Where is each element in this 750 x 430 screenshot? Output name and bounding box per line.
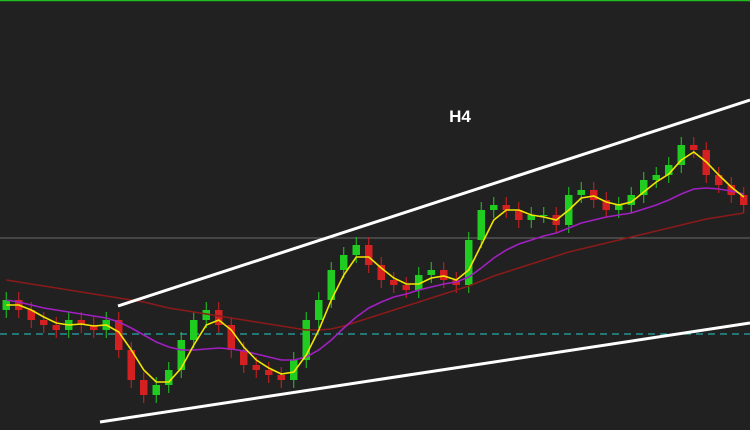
candle-body	[402, 285, 410, 290]
plot-area	[2, 137, 748, 403]
candle-body	[590, 190, 598, 200]
candle-body	[152, 385, 160, 395]
candle-body	[390, 280, 398, 285]
candle-body	[415, 275, 423, 290]
candle-body	[315, 300, 323, 320]
candle-body	[265, 370, 273, 375]
candle-body	[427, 270, 435, 275]
candle-body	[527, 215, 535, 220]
candle-body	[77, 320, 85, 325]
candle-body	[440, 270, 448, 280]
candle-body	[27, 310, 35, 320]
moving-average-line	[6, 187, 744, 361]
candle-body	[190, 320, 198, 340]
candle-body	[52, 325, 60, 330]
candle-body	[640, 180, 648, 195]
candle-body	[302, 320, 310, 360]
candle-body	[340, 255, 348, 270]
chart-title: H4	[449, 107, 471, 126]
candle-body	[690, 145, 698, 150]
candle-body	[127, 350, 135, 380]
candle-body	[727, 185, 735, 195]
candle-body	[252, 365, 260, 370]
candle-body	[215, 310, 223, 325]
candle-body	[677, 145, 685, 165]
candle-body	[90, 325, 98, 330]
candle-body	[490, 205, 498, 210]
lower-trend-line	[99, 321, 750, 424]
moving-average-line	[6, 212, 744, 331]
candle-body	[652, 175, 660, 180]
candle-body	[465, 240, 473, 285]
candle-body	[40, 320, 48, 325]
candle-body	[615, 205, 623, 210]
candle-body	[115, 320, 123, 350]
candle-body	[502, 205, 510, 210]
candle-body	[177, 340, 185, 370]
candle-body	[365, 245, 373, 265]
candle-body	[477, 210, 485, 240]
candle-body	[165, 370, 173, 385]
upper-trend-line	[117, 98, 750, 308]
candle-body	[377, 265, 385, 280]
candle-body	[140, 380, 148, 395]
candle-body	[515, 210, 523, 220]
candle-body	[227, 325, 235, 350]
candle-body	[540, 215, 548, 216]
candle-body	[602, 200, 610, 210]
candle-body	[2, 300, 10, 310]
moving-average-line	[6, 151, 745, 383]
candle-body	[715, 175, 723, 185]
candle-body	[290, 360, 298, 380]
candle-body	[327, 270, 335, 300]
candle-body	[577, 190, 585, 195]
candle-body	[277, 375, 285, 380]
candle-body	[740, 195, 748, 205]
candle-body	[665, 165, 673, 175]
candle-body	[627, 195, 635, 205]
candle-body	[240, 350, 248, 365]
candle-body	[202, 310, 210, 320]
candle-body	[352, 245, 360, 255]
